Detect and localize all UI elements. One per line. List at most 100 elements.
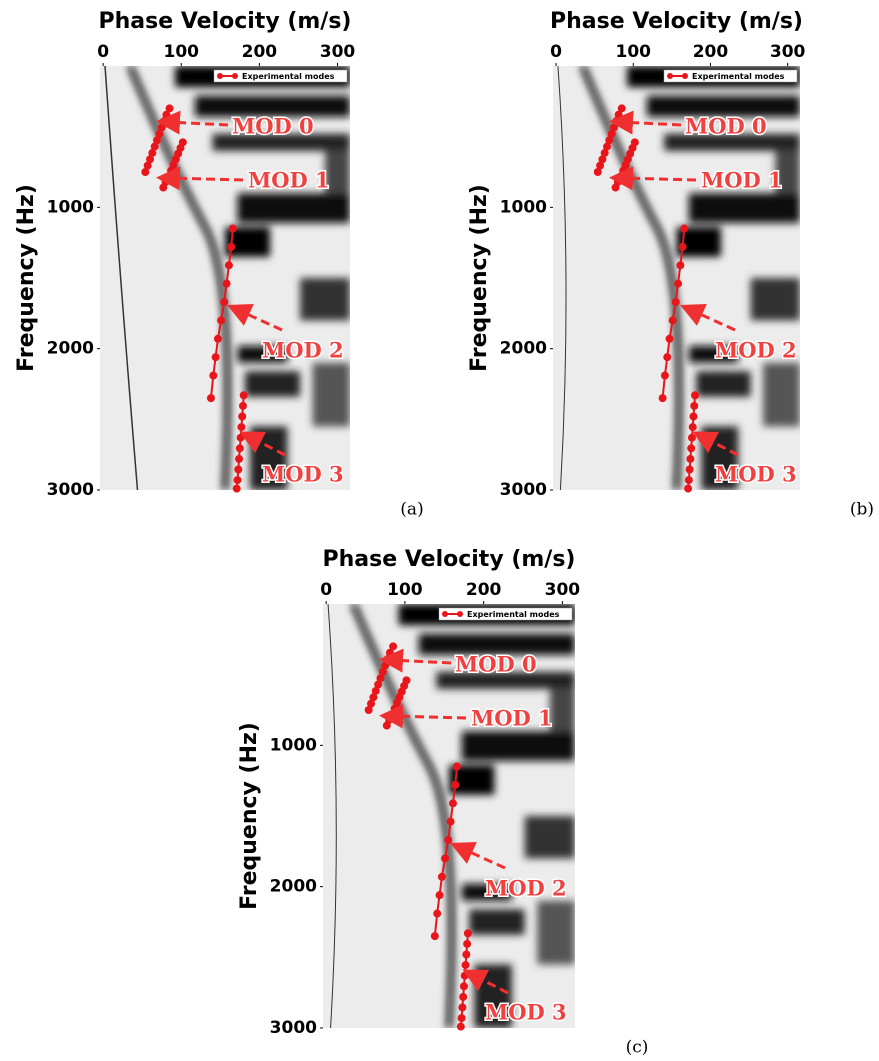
image-band (664, 133, 800, 151)
x-axis-label: Phase Velocity (m/s) (323, 547, 576, 572)
image-band (762, 362, 800, 427)
mode-point (371, 686, 380, 695)
mode-point (148, 148, 157, 157)
panel: Phase Velocity (m/s) Frequency (Hz) 0 100 20… (14, 9, 424, 520)
mode-point (617, 104, 626, 113)
x-tick-label: 200 (693, 42, 729, 62)
x-tick-label: 0 (550, 42, 562, 62)
mode-point (688, 423, 697, 432)
mode-point (603, 142, 612, 151)
x-axis-label: Phase Velocity (m/s) (99, 9, 352, 34)
mode-point (687, 433, 696, 442)
mode-point (600, 148, 609, 157)
mode-point (213, 334, 222, 343)
mode-point (605, 136, 614, 145)
mode-point (461, 961, 470, 970)
annotation-arrow (227, 304, 283, 332)
legend-marker (682, 73, 688, 79)
image-bands (627, 66, 800, 490)
y-tick-label: 3000 (47, 480, 94, 500)
legend-marker (457, 611, 463, 617)
image-band (646, 95, 800, 117)
dispersion-image (100, 66, 350, 490)
mode-point (209, 371, 218, 380)
image-band (469, 909, 525, 935)
y-tick-label: 2000 (47, 339, 94, 359)
mode-point (165, 104, 174, 113)
image-band (537, 900, 575, 965)
y-tick-label: 2000 (500, 339, 547, 359)
image-streak (327, 604, 337, 1028)
legend-marker (667, 73, 673, 79)
image-band (418, 633, 575, 655)
mode-point (437, 872, 446, 881)
y-axis-label: Frequency (Hz) (14, 184, 39, 372)
y-tick-label: 3000 (500, 480, 547, 500)
mode-point (367, 699, 376, 708)
mode-point (676, 261, 685, 270)
y-tick-label: 1000 (47, 197, 94, 217)
mode-point (234, 465, 243, 474)
mode-point (689, 412, 698, 421)
annotation-arrow (450, 842, 506, 870)
image-band (775, 150, 800, 194)
dispersion-image (553, 66, 800, 490)
x-tick-label: 100 (387, 580, 423, 600)
annotation: MOD 2 (485, 876, 567, 901)
image-band (696, 371, 751, 397)
panel-label: (c) (626, 1038, 649, 1058)
mode-point (691, 391, 700, 400)
mode-point (674, 279, 683, 288)
image-band (549, 688, 575, 732)
panel-label: (a) (400, 500, 423, 520)
mode-point (460, 971, 469, 980)
image-band (461, 731, 575, 761)
mode-point (433, 909, 442, 918)
annotation: MOD 1 (471, 706, 553, 731)
annotation: MOD 0 (455, 652, 537, 677)
mode-point (463, 939, 472, 948)
mode-point (159, 183, 168, 192)
annotation: MOD 2 (715, 338, 797, 363)
annotation-arrow (680, 304, 736, 332)
mode-point (224, 261, 233, 270)
annotation-arrow (156, 110, 229, 135)
mode-point (238, 401, 247, 410)
annotation: MOD 0 (685, 114, 767, 139)
mode-point (660, 371, 669, 380)
mode-point (441, 854, 450, 863)
x-tick-label: 300 (320, 42, 356, 62)
mode-point (376, 674, 385, 683)
annotation-arrow (379, 704, 467, 729)
annotation-arrow (692, 431, 739, 457)
y-tick-label: 2000 (270, 877, 317, 897)
mode-point (233, 476, 242, 485)
mode-point (235, 444, 244, 453)
mode-point (237, 423, 246, 432)
mode-point (598, 155, 607, 164)
mode-point (452, 762, 461, 771)
mode-point (678, 242, 687, 251)
mode-point (680, 224, 689, 233)
x-axis-label: Phase Velocity (m/s) (550, 9, 803, 34)
mode-point (596, 161, 605, 170)
mode-point (459, 992, 468, 1001)
annotation: MOD 3 (715, 462, 797, 487)
mode-point (663, 353, 672, 362)
mode-point (463, 929, 472, 938)
mode-point (685, 465, 694, 474)
mode-point (389, 642, 398, 651)
legend-label: Experimental modes (692, 72, 785, 81)
annotation-arrow (609, 110, 682, 135)
legend-box (213, 69, 348, 83)
mode-point (239, 391, 248, 400)
mode-point (143, 161, 152, 170)
image-band (237, 193, 350, 223)
mode-point (236, 433, 245, 442)
mode-point (448, 799, 457, 808)
mode-point (462, 950, 471, 959)
image-band (750, 278, 800, 321)
mode-point (222, 279, 231, 288)
y-tick-label: 1000 (500, 197, 547, 217)
mode-point (235, 454, 244, 463)
